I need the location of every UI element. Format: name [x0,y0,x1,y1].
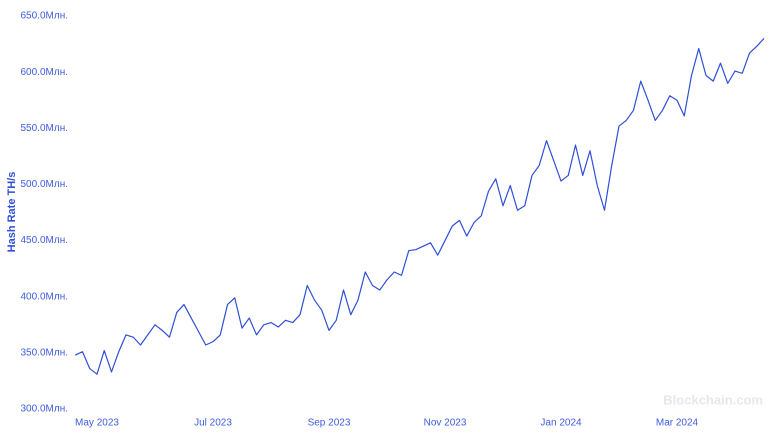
x-tick-label: Jan 2024 [540,418,582,429]
y-tick-label: 500.0Млн. [21,179,69,190]
y-tick-label: 450.0Млн. [21,235,69,246]
y-tick-label: 400.0Млн. [21,291,69,302]
y-tick-label: 300.0Млн. [21,404,69,415]
x-tick-label: Sep 2023 [308,418,351,429]
y-tick-label: 600.0Млн. [21,67,69,78]
x-tick-label: May 2023 [75,418,119,429]
x-tick-label: Nov 2023 [424,418,467,429]
watermark: Blockchain.com [663,392,763,407]
data-line [74,38,765,375]
y-axis-title: Hash Rate TH/s [6,172,18,253]
y-tick-label: 350.0Млн. [21,347,69,358]
x-tick-label: Jul 2023 [194,418,232,429]
x-tick-label: Mar 2024 [656,418,699,429]
y-tick-label: 650.0Млн. [21,11,69,22]
y-tick-label: 550.0Млн. [21,123,69,134]
